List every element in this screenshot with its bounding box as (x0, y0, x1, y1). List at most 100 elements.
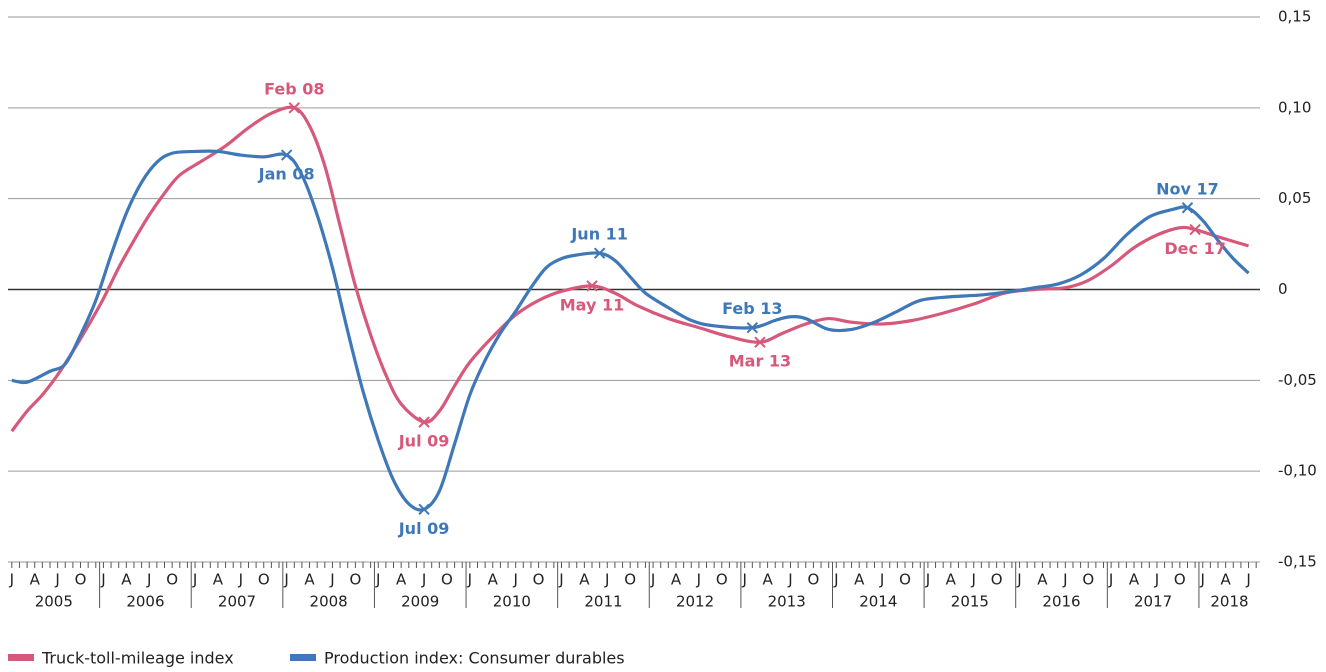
x-tick-label: J (787, 571, 792, 589)
year-label: 2016 (1042, 593, 1080, 611)
x-tick-label: J (604, 571, 609, 589)
annotation-marker (1189, 223, 1201, 236)
legend-swatch (290, 654, 316, 661)
x-tick-label: J (100, 571, 105, 589)
x-tick-label: A (304, 571, 315, 589)
x-tick-label: J (9, 571, 14, 589)
x-tick-label: J (192, 571, 197, 589)
annotation-label: Nov 17 (1156, 179, 1219, 198)
annotation-marker (754, 336, 766, 348)
x-tick-label: J (650, 571, 655, 589)
year-label: 2013 (768, 593, 806, 611)
x-tick-label: J (1154, 571, 1159, 589)
x-tick-label: J (1108, 571, 1113, 589)
x-tick-label: O (75, 571, 87, 589)
x-tick-label: J (512, 571, 517, 589)
x-tick-label: A (396, 571, 407, 589)
x-tick-label: A (1037, 571, 1048, 589)
year-label: 2018 (1210, 593, 1248, 611)
annotation-label: Dec 17 (1164, 239, 1225, 258)
x-tick-label: J (879, 571, 884, 589)
x-tick-label: J (833, 571, 838, 589)
x-tick-label: O (1174, 571, 1186, 589)
year-label: 2015 (951, 593, 989, 611)
x-tick-label: J (1062, 571, 1067, 589)
x-tick-label: A (1221, 571, 1232, 589)
series-line (10, 105, 1250, 433)
x-tick-label: A (488, 571, 499, 589)
x-tick-label: A (671, 571, 682, 589)
year-label: 2017 (1134, 593, 1172, 611)
x-tick-label: O (807, 571, 819, 589)
y-tick-label: -0,15 (1278, 553, 1317, 571)
y-tick-label: 0,15 (1278, 8, 1311, 26)
annotation-label: May 11 (560, 295, 625, 314)
x-tick-label: J (421, 571, 426, 589)
x-tick-label: J (696, 571, 701, 589)
year-label: 2009 (401, 593, 439, 611)
x-tick-label: O (716, 571, 728, 589)
x-tick-label: A (579, 571, 590, 589)
annotation-marker (593, 247, 606, 259)
x-tick-label: O (899, 571, 911, 589)
y-tick-label: -0,05 (1278, 371, 1317, 389)
annotation-marker (586, 280, 598, 292)
annotation-marker (418, 416, 430, 428)
x-tick-label: J (146, 571, 151, 589)
year-label: 2012 (676, 593, 714, 611)
x-tick-label: A (762, 571, 773, 589)
x-tick-label: O (349, 571, 361, 589)
annotation-marker (280, 149, 293, 161)
x-tick-label: O (166, 571, 178, 589)
annotation-label: Feb 08 (264, 79, 324, 98)
x-tick-label: A (213, 571, 224, 589)
x-tick-label: J (54, 571, 59, 589)
y-tick-label: -0,10 (1278, 462, 1317, 480)
series-line (11, 149, 1250, 512)
x-tick-label: O (441, 571, 453, 589)
year-label: 2010 (493, 593, 531, 611)
x-tick-label: J (467, 571, 472, 589)
x-tick-label: O (1082, 571, 1094, 589)
annotation-label: Jun 11 (570, 225, 628, 244)
year-label: 2006 (126, 593, 164, 611)
year-label: 2014 (859, 593, 897, 611)
x-tick-label: J (925, 571, 930, 589)
y-tick-label: 0,10 (1278, 98, 1311, 116)
x-tick-label: J (238, 571, 243, 589)
legend-label: Truck-toll-mileage index (41, 649, 234, 668)
legend-label: Production index: Consumer durables (324, 649, 625, 668)
x-tick-label: J (375, 571, 380, 589)
x-tick-label: A (1129, 571, 1140, 589)
annotation-marker (288, 102, 300, 114)
year-label: 2011 (584, 593, 622, 611)
x-tick-label: O (991, 571, 1003, 589)
year-label: 2007 (218, 593, 256, 611)
annotation-label: Jan 08 (258, 165, 315, 184)
year-label: 2005 (35, 593, 73, 611)
x-tick-label: J (283, 571, 288, 589)
annotation-label: Jul 09 (398, 519, 450, 538)
x-tick-label: J (558, 571, 563, 589)
y-tick-label: 0 (1278, 280, 1288, 298)
x-tick-label: J (971, 571, 976, 589)
x-tick-label: J (1245, 571, 1250, 589)
x-tick-label: J (741, 571, 746, 589)
annotation-label: Jul 09 (398, 432, 450, 451)
x-tick-label: J (1016, 571, 1021, 589)
legend-swatch (8, 654, 34, 661)
x-tick-label: O (624, 571, 636, 589)
annotation-marker (1181, 202, 1194, 214)
annotation-marker (746, 321, 759, 334)
year-label: 2008 (310, 593, 348, 611)
x-tick-label: A (30, 571, 41, 589)
x-tick-label: A (946, 571, 957, 589)
annotation-label: Mar 13 (729, 352, 791, 371)
y-tick-label: 0,05 (1278, 189, 1311, 207)
annotation-marker (418, 503, 430, 516)
annotation-label: Feb 13 (722, 299, 782, 318)
x-tick-label: A (854, 571, 865, 589)
x-tick-label: O (533, 571, 545, 589)
x-tick-label: A (121, 571, 132, 589)
